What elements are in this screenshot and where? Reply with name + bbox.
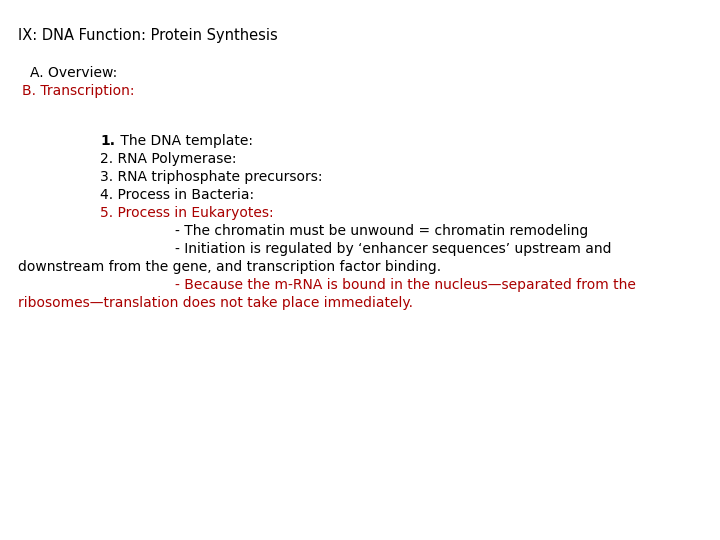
Text: downstream from the gene, and transcription factor binding.: downstream from the gene, and transcript…	[18, 260, 441, 274]
Text: 4. Process in Bacteria:: 4. Process in Bacteria:	[100, 188, 254, 202]
Text: B. Transcription:: B. Transcription:	[22, 84, 135, 98]
Text: IX: DNA Function: Protein Synthesis: IX: DNA Function: Protein Synthesis	[18, 28, 278, 43]
Text: - Because the m-RNA is bound in the nucleus—separated from the: - Because the m-RNA is bound in the nucl…	[175, 278, 636, 292]
Text: - The chromatin must be unwound = chromatin remodeling: - The chromatin must be unwound = chroma…	[175, 224, 588, 238]
Text: - Initiation is regulated by ‘enhancer sequences’ upstream and: - Initiation is regulated by ‘enhancer s…	[175, 242, 611, 256]
Text: 5. Process in Eukaryotes:: 5. Process in Eukaryotes:	[100, 206, 274, 220]
Text: The DNA template:: The DNA template:	[116, 134, 253, 148]
Text: A. Overview:: A. Overview:	[30, 66, 117, 80]
Text: ribosomes—translation does not take place immediately.: ribosomes—translation does not take plac…	[18, 296, 413, 310]
Text: 3. RNA triphosphate precursors:: 3. RNA triphosphate precursors:	[100, 170, 323, 184]
Text: 2. RNA Polymerase:: 2. RNA Polymerase:	[100, 152, 236, 166]
Text: 1.: 1.	[100, 134, 115, 148]
